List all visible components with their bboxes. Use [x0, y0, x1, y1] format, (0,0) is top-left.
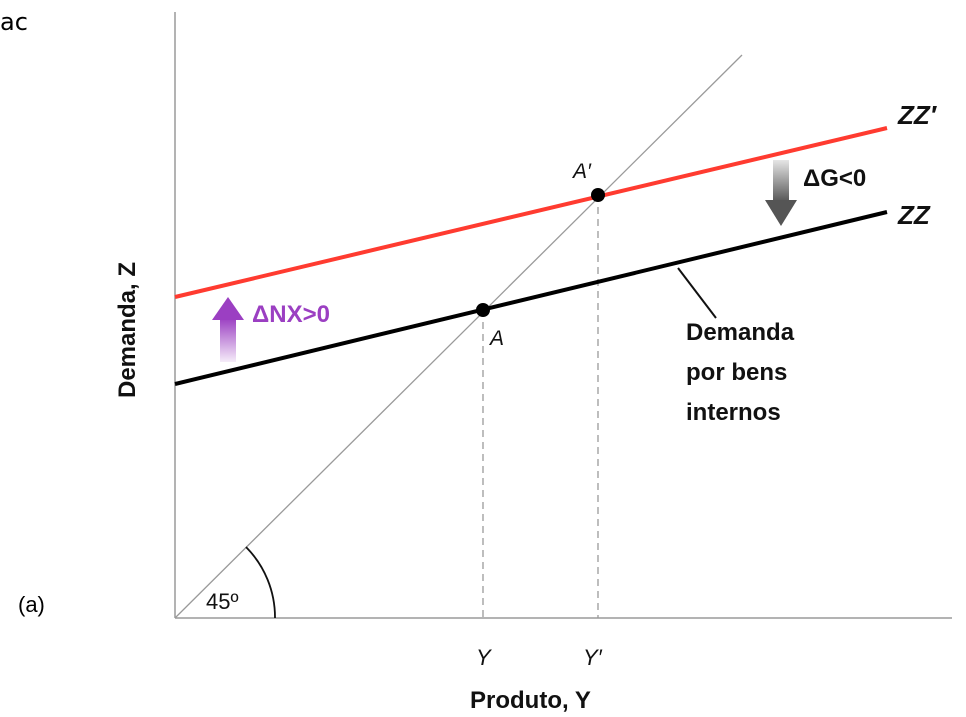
angle-label: 45º	[206, 589, 239, 614]
zz-curve	[174, 210, 888, 386]
delta-g-arrow-head	[765, 200, 797, 226]
delta-nx-arrow-shaft	[220, 318, 236, 362]
delta-g-label: ΔG<0	[803, 165, 866, 192]
delta-nx-label: ΔNX>0	[252, 301, 330, 328]
zz-prime-label: ZZ′	[897, 100, 938, 130]
annotation-line-2: por bens	[686, 359, 787, 386]
delta-nx-arrow-head	[212, 297, 244, 320]
x-axis-label: Produto, Y	[470, 687, 591, 714]
annotation-line-1: Demanda	[686, 319, 795, 346]
annotation-leader	[677, 267, 717, 319]
annotation-line-3: internos	[686, 399, 781, 426]
angle-arc	[245, 546, 276, 619]
point-a-label: A	[488, 327, 504, 350]
zz-prime-curve	[174, 126, 888, 299]
forty-five-degree-line	[174, 54, 743, 619]
tick-y-prime-label: Y′	[583, 645, 603, 670]
point-a-marker	[476, 303, 490, 317]
corner-text-fragment: ac	[0, 8, 28, 36]
y-axis-label: Demanda, Z	[114, 262, 141, 398]
tick-y-label: Y	[476, 645, 492, 670]
delta-g-arrow-shaft	[773, 160, 789, 202]
point-a-prime-marker	[591, 188, 605, 202]
point-a-prime-label: A′	[571, 160, 592, 183]
panel-label: (a)	[18, 592, 45, 617]
zz-label: ZZ	[897, 200, 931, 230]
